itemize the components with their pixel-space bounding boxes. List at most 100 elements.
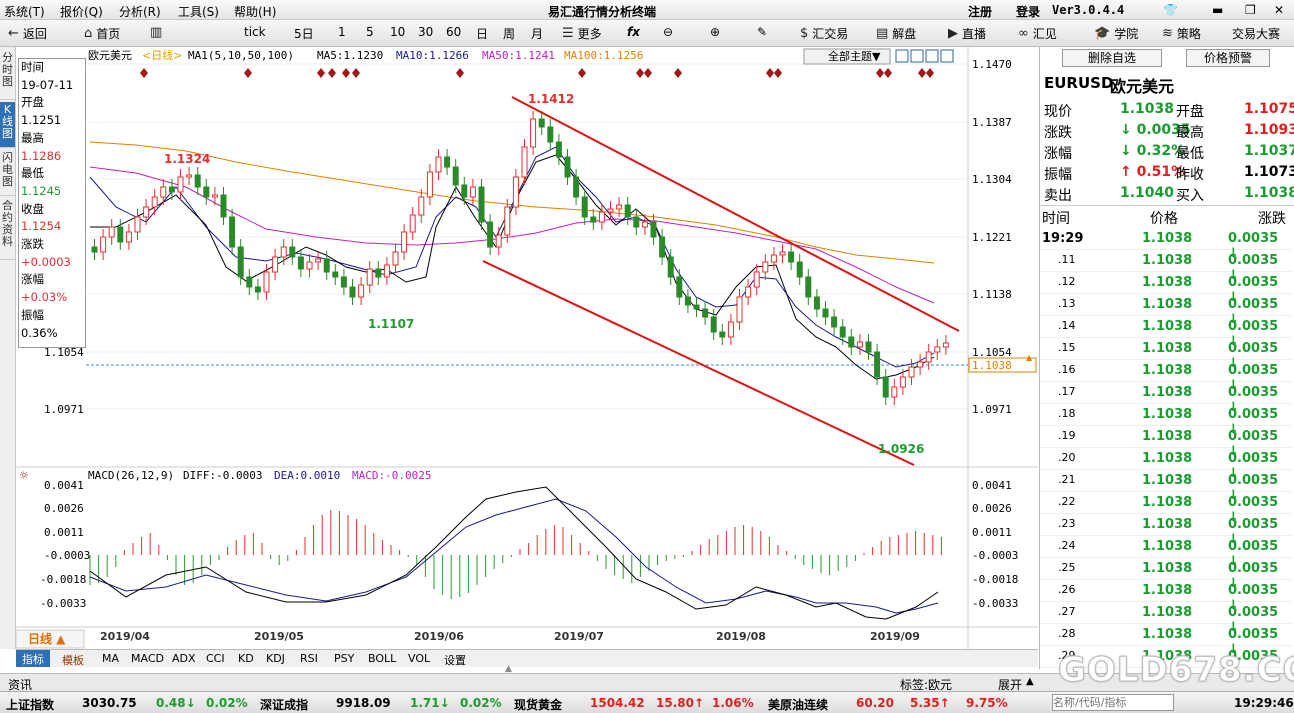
annotation-low1: 1.1107 bbox=[368, 317, 414, 331]
news-label[interactable]: 资讯 bbox=[8, 678, 33, 692]
ticker-name[interactable]: 深证成指 bbox=[260, 698, 309, 712]
candle-body bbox=[495, 234, 502, 248]
event-marker[interactable] bbox=[636, 68, 644, 78]
tab-macd[interactable]: MACD bbox=[131, 652, 164, 665]
event-marker[interactable] bbox=[328, 68, 336, 78]
event-marker[interactable] bbox=[342, 68, 350, 78]
chart-tool-icons[interactable] bbox=[895, 49, 954, 63]
period-5m[interactable]: 5 bbox=[366, 25, 374, 39]
period-60m[interactable]: 60 bbox=[446, 25, 462, 39]
channel-upper-line[interactable] bbox=[511, 96, 960, 332]
tick-time: .14 bbox=[1058, 319, 1076, 332]
event-marker[interactable] bbox=[140, 68, 148, 78]
expand-button[interactable]: 展开 bbox=[998, 678, 1023, 692]
tab-settings[interactable]: 设置 bbox=[444, 654, 466, 667]
tab-vol[interactable]: VOL bbox=[408, 652, 431, 665]
zoom-in-icon[interactable]: ⊕ bbox=[710, 25, 721, 39]
fx-icon[interactable]: fx bbox=[627, 25, 640, 39]
close-icon[interactable]: ✕ bbox=[1274, 3, 1285, 17]
period-1m[interactable]: 1 bbox=[338, 25, 346, 39]
menu-quote[interactable]: 报价(Q) bbox=[60, 5, 103, 19]
tab-kdj[interactable]: KDJ bbox=[266, 652, 285, 665]
tick-list[interactable]: 19:29 1.1038 0.0035 ↓ .11 1.1038 0.0035 ↓ .12 1… bbox=[1040, 228, 1294, 668]
tab-boll[interactable]: BOLL bbox=[368, 652, 397, 665]
trade-button[interactable]: $ 汇交易 bbox=[800, 25, 848, 42]
strategy-button[interactable]: ≋ 策略 bbox=[1162, 25, 1201, 42]
event-marker[interactable] bbox=[317, 68, 325, 78]
period-week[interactable]: 周 bbox=[503, 27, 516, 41]
fx-view-button[interactable]: ∞ 汇见 bbox=[1018, 25, 1057, 42]
restore-icon[interactable]: ❐ bbox=[1245, 3, 1256, 17]
live-button[interactable]: ▶ 直播 bbox=[948, 25, 986, 42]
draw-icon[interactable]: ✎ bbox=[757, 25, 768, 39]
tab-contract[interactable]: 合约资料 bbox=[0, 198, 15, 260]
event-marker[interactable] bbox=[674, 68, 682, 78]
period-10m[interactable]: 10 bbox=[390, 25, 406, 39]
menu-system[interactable]: 系统(T) bbox=[4, 5, 45, 19]
panel-collapse-arrow[interactable]: ▲ bbox=[505, 664, 512, 674]
skin-icon[interactable]: 👕 bbox=[1163, 3, 1178, 17]
menu-analysis[interactable]: 分析(R) bbox=[119, 5, 161, 19]
tick-button[interactable]: tick bbox=[244, 25, 266, 39]
price-alert-button[interactable]: 价格预警 bbox=[1186, 49, 1270, 67]
event-markers[interactable] bbox=[140, 68, 934, 78]
search-input[interactable] bbox=[1052, 694, 1174, 711]
tab-adx[interactable]: ADX bbox=[172, 652, 196, 665]
candle-body bbox=[641, 221, 648, 228]
tab-timeshare[interactable]: 分时图 bbox=[0, 50, 15, 100]
macd-settings-icon[interactable]: ☼ bbox=[19, 469, 29, 482]
event-marker[interactable] bbox=[774, 68, 782, 78]
event-marker[interactable] bbox=[918, 68, 926, 78]
period-tab[interactable] bbox=[16, 629, 85, 649]
login-link[interactable]: 登录 bbox=[1016, 5, 1041, 19]
tick-price: 1.1038 bbox=[1142, 253, 1193, 268]
info-high-label: 最高 bbox=[21, 130, 44, 145]
event-marker[interactable] bbox=[352, 68, 360, 78]
back-button[interactable]: ← 返回 bbox=[8, 25, 47, 42]
menu-tools[interactable]: 工具(S) bbox=[178, 5, 219, 19]
kline-chart[interactable]: 欧元美元 <日线> MA1(5,10,50,100) MA5:1.1230 MA… bbox=[16, 47, 1038, 649]
home-button[interactable]: ⌂ 首页 bbox=[84, 25, 120, 42]
remove-watch-button[interactable]: 删除自选 bbox=[1062, 49, 1162, 67]
tab-kd[interactable]: KD bbox=[238, 652, 254, 665]
event-marker[interactable] bbox=[876, 68, 884, 78]
tab-templates[interactable]: 模板 bbox=[62, 654, 84, 667]
period-day[interactable]: 日 bbox=[476, 27, 489, 41]
quote-label: 涨跌 bbox=[1044, 125, 1072, 141]
tab-cci[interactable]: CCI bbox=[206, 652, 225, 665]
event-marker[interactable] bbox=[766, 68, 774, 78]
academy-button[interactable]: 🎓 学院 bbox=[1094, 25, 1138, 42]
ticker-name[interactable]: 现货黄金 bbox=[514, 698, 563, 712]
period-5day[interactable]: 5日 bbox=[294, 27, 314, 41]
zoom-out-icon[interactable]: ⊖ bbox=[663, 25, 674, 39]
event-marker[interactable] bbox=[578, 68, 586, 78]
tab-indicators[interactable]: 指标 bbox=[16, 650, 50, 667]
event-marker[interactable] bbox=[244, 68, 252, 78]
tab-psy[interactable]: PSY bbox=[334, 652, 355, 665]
expand-arrow-icon[interactable]: ▲ bbox=[1026, 676, 1034, 687]
event-marker[interactable] bbox=[926, 68, 934, 78]
event-marker[interactable] bbox=[644, 68, 652, 78]
register-link[interactable]: 注册 bbox=[968, 5, 993, 19]
candle-icon[interactable]: ▥ bbox=[150, 25, 163, 40]
tab-rsi[interactable]: RSI bbox=[300, 652, 318, 665]
channel-lower-line[interactable] bbox=[482, 260, 915, 466]
candle-body bbox=[194, 174, 201, 188]
info-amp: 0.36% bbox=[21, 325, 58, 340]
event-marker[interactable] bbox=[456, 68, 464, 78]
period-month[interactable]: 月 bbox=[531, 27, 544, 41]
tab-kline[interactable]: K线图 bbox=[0, 102, 15, 148]
topic-dropdown[interactable] bbox=[803, 48, 891, 65]
menu-help[interactable]: 帮助(H) bbox=[234, 5, 277, 19]
contest-button[interactable]: 交易大赛 bbox=[1232, 27, 1281, 41]
tab-flash[interactable]: 闪电图 bbox=[0, 150, 15, 196]
candle-body bbox=[865, 341, 872, 353]
tab-ma[interactable]: MA bbox=[102, 652, 120, 665]
minimize-icon[interactable]: ▬ bbox=[1212, 3, 1224, 17]
more-button[interactable]: ☰ 更多 bbox=[562, 25, 602, 42]
period-30m[interactable]: 30 bbox=[418, 25, 434, 39]
unlock-button[interactable]: ▤ 解盘 bbox=[876, 25, 916, 42]
event-marker[interactable] bbox=[884, 68, 892, 78]
ticker-name[interactable]: 上证指数 bbox=[6, 698, 55, 712]
ticker-name[interactable]: 美原油连续 bbox=[768, 698, 829, 712]
